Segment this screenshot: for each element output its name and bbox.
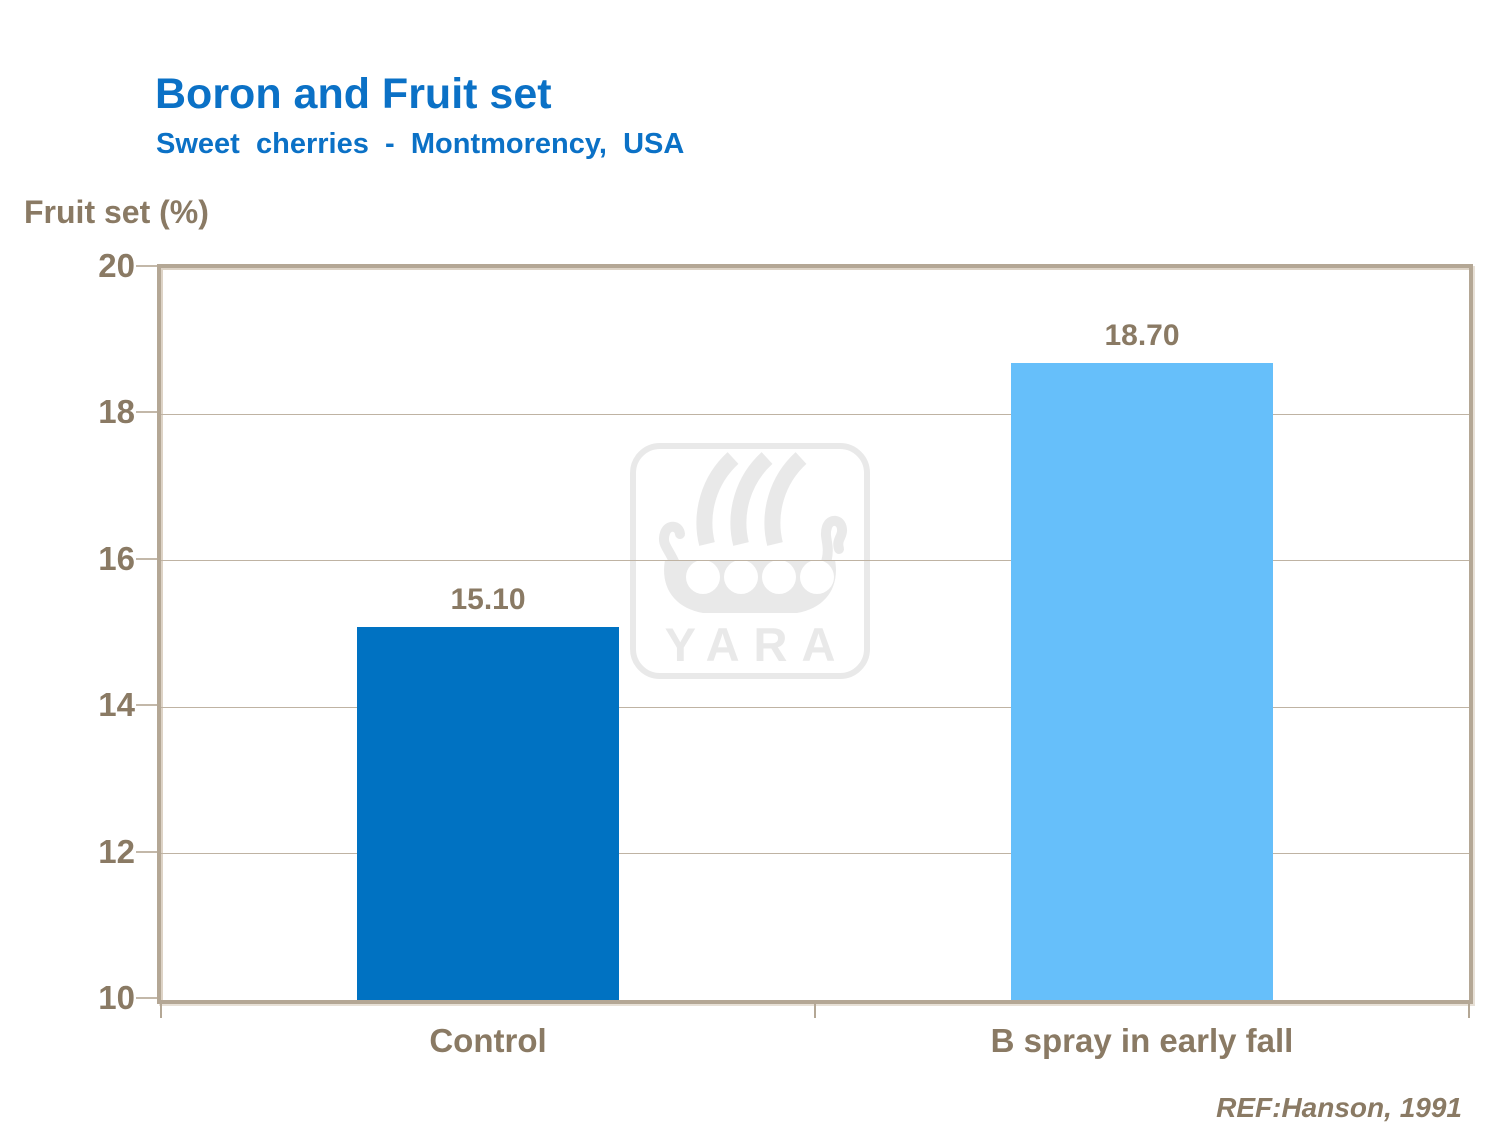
- chart-title: Boron and Fruit set: [155, 70, 552, 118]
- bar-control: [357, 626, 619, 1000]
- category-label: B spray in early fall: [990, 1022, 1294, 1059]
- chart-subtitle: Sweet cherries - Montmorency, USA: [156, 128, 685, 160]
- viking-ship-icon: [630, 443, 870, 679]
- y-tick-mark: [136, 850, 157, 853]
- gridline: [161, 413, 1469, 415]
- x-tick-mark: [160, 1004, 162, 1018]
- bar-value-label: 15.10: [450, 582, 526, 616]
- gridline: [161, 853, 1469, 855]
- y-tick-label: 20: [98, 247, 135, 284]
- category-label: Control: [429, 1022, 547, 1059]
- gridline: [161, 560, 1469, 562]
- gridline: [161, 706, 1469, 708]
- y-tick-mark: [136, 411, 157, 414]
- y-tick-label: 10: [98, 979, 135, 1016]
- y-tick-mark: [136, 997, 157, 999]
- y-tick-label: 16: [98, 539, 135, 577]
- y-tick-label: 18: [98, 393, 135, 431]
- bar-value-label: 18.70: [1104, 319, 1180, 353]
- y-tick-mark: [136, 704, 157, 707]
- y-tick-label: 14: [98, 686, 135, 724]
- reference-citation: REF:Hanson, 1991: [1216, 1092, 1462, 1123]
- yara-logo-watermark: YARA: [629, 442, 871, 680]
- y-tick-mark: [136, 557, 157, 560]
- y-tick-mark: [136, 265, 157, 267]
- plot-area: 15.10 18.70: [157, 264, 1473, 1004]
- y-axis-title: Fruit set (%): [24, 194, 209, 230]
- x-tick-mark: [1468, 1004, 1470, 1018]
- x-tick-mark: [814, 1004, 816, 1018]
- bar-b-spray-in-early-fall: [1011, 363, 1273, 1000]
- watermark-brand-text: YARA: [664, 618, 850, 671]
- y-tick-label: 12: [98, 832, 135, 870]
